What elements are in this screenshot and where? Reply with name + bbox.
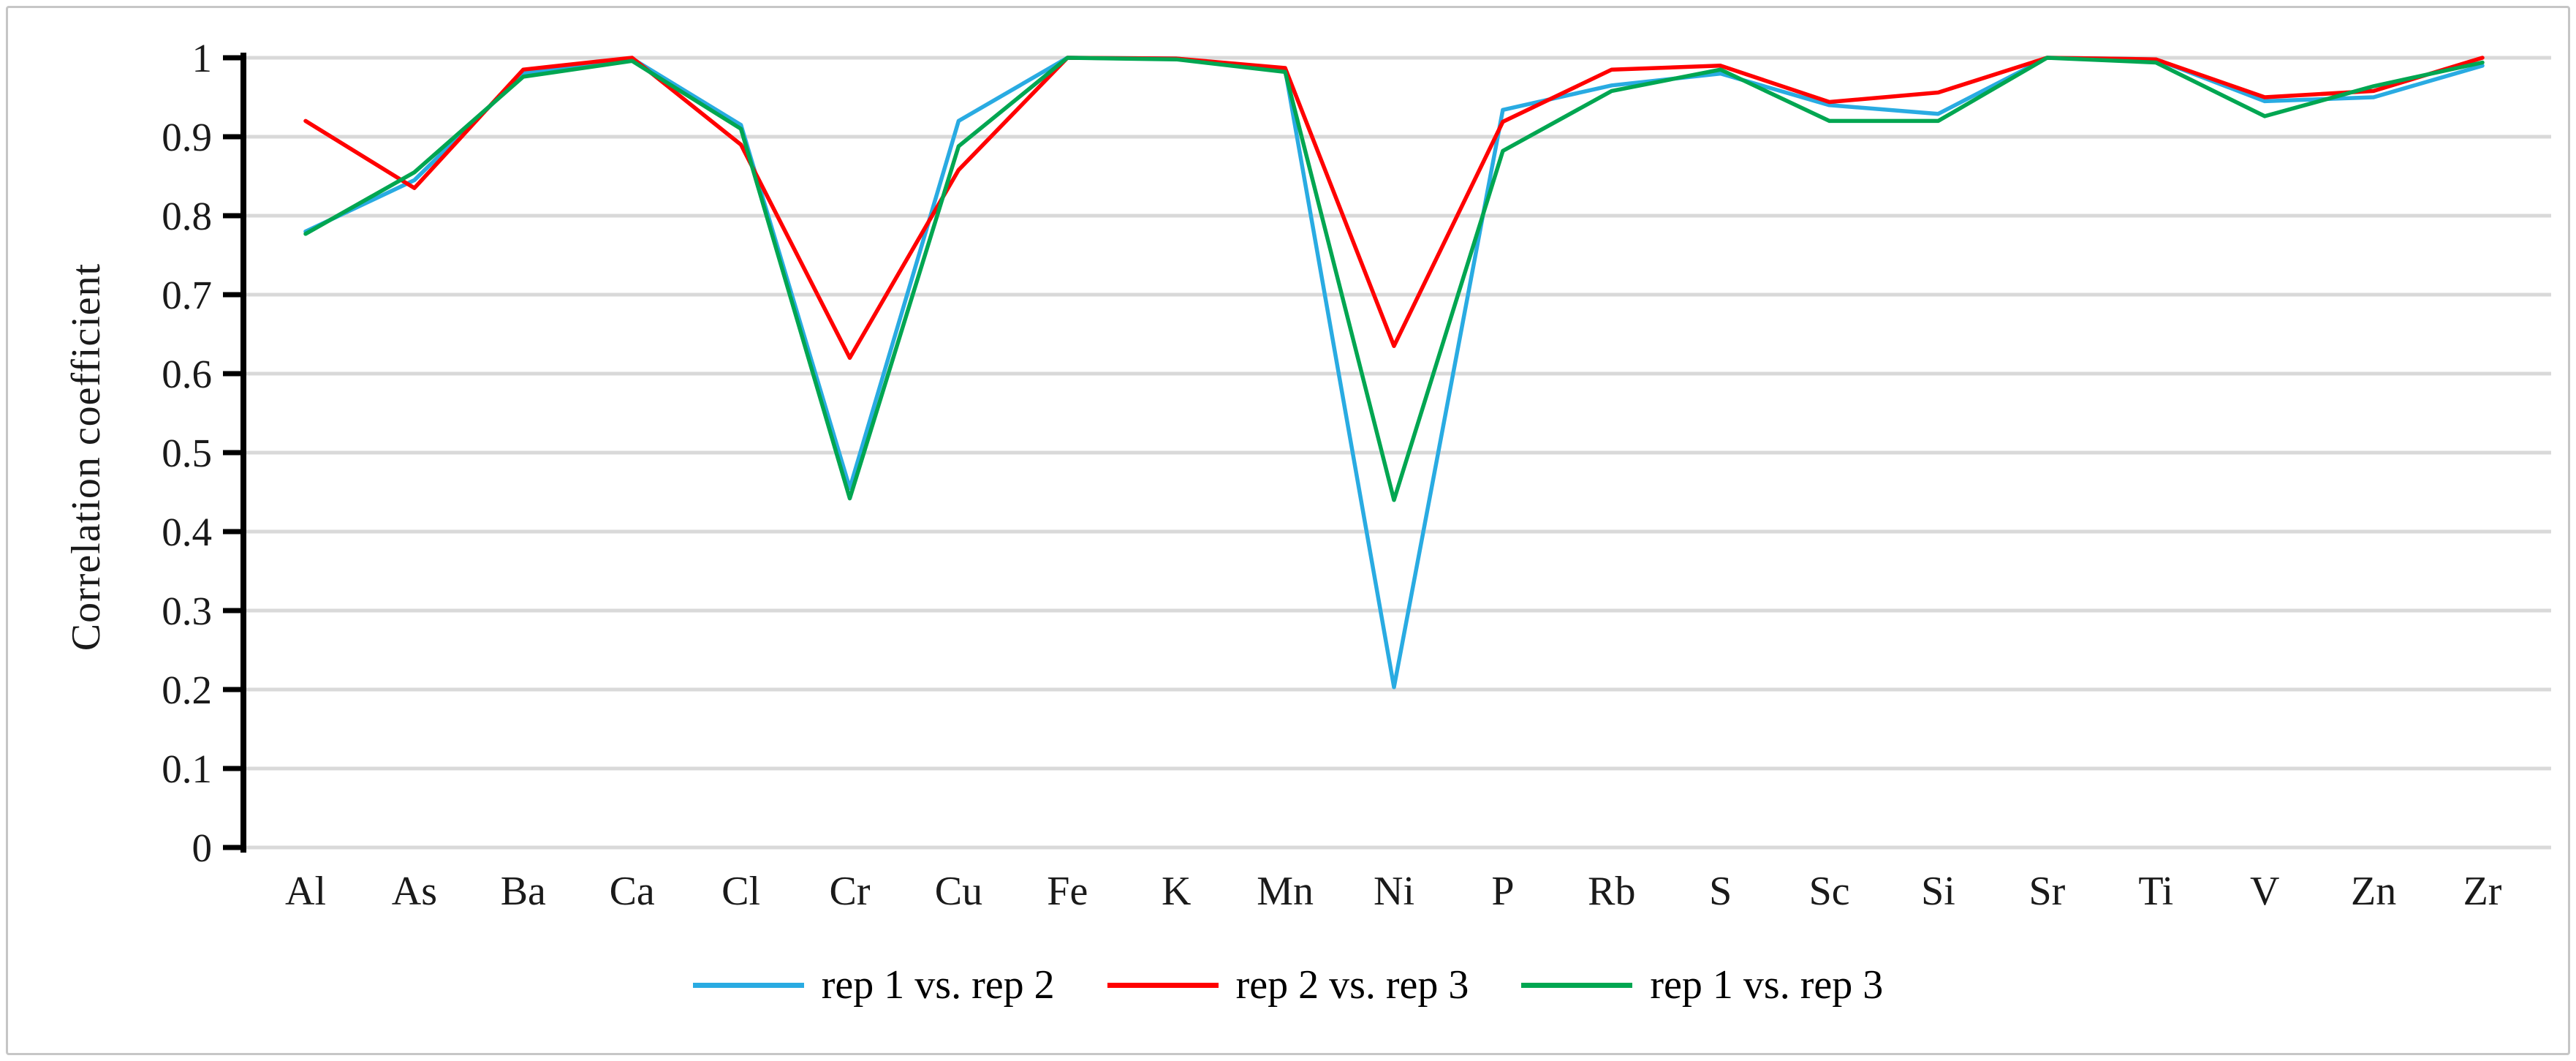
x-tick-label: Ni <box>1374 869 1414 914</box>
y-tick-label: 0.2 <box>162 668 212 712</box>
y-tick-label: 0.4 <box>162 510 212 554</box>
x-tick-label: Cu <box>935 869 982 914</box>
y-tick-label: 0.1 <box>162 747 212 791</box>
y-tick <box>223 766 243 771</box>
x-tick-label: S <box>1709 869 1732 914</box>
y-tick-label: 0.3 <box>162 589 212 633</box>
y-tick-label: 0.5 <box>162 431 212 475</box>
y-gridline <box>246 766 2551 771</box>
y-axis-line <box>240 53 246 853</box>
y-gridline <box>246 450 2551 455</box>
y-tick-label: 0 <box>192 826 213 870</box>
y-tick <box>223 529 243 535</box>
x-tick-label: Ba <box>501 869 546 914</box>
legend-line-swatch <box>1521 982 1633 988</box>
y-tick <box>223 292 243 298</box>
y-tick-label: 1 <box>192 36 213 80</box>
x-tick-label: Zr <box>2463 869 2502 914</box>
legend-item-rep-2-vs-rep-3: rep 2 vs. rep 3 <box>1107 962 1469 1008</box>
legend-item-rep-1-vs-rep-2: rep 1 vs. rep 2 <box>692 962 1055 1008</box>
series-line-rep-2-vs-rep-3 <box>303 56 2485 360</box>
x-tick-label: Zn <box>2351 869 2396 914</box>
x-tick-label: Rb <box>1588 869 1635 914</box>
y-tick <box>223 608 243 613</box>
x-tick-label: Mn <box>1257 869 1314 914</box>
x-tick-label: Ti <box>2138 869 2173 914</box>
x-tick-label: Cr <box>830 869 871 914</box>
y-gridline <box>246 292 2551 297</box>
x-tick-label: Fe <box>1047 869 1088 914</box>
y-tick <box>223 450 243 456</box>
x-tick-label: K <box>1162 869 1191 914</box>
y-tick <box>223 55 243 61</box>
x-tick-label: As <box>392 869 437 914</box>
y-tick <box>223 845 243 850</box>
y-tick-label: 0.6 <box>162 352 212 396</box>
y-gridline <box>246 687 2551 692</box>
x-tick-label: P <box>1491 869 1514 914</box>
legend-line-swatch <box>692 982 804 988</box>
x-tick-label: Sr <box>2029 869 2066 914</box>
y-tick-label: 0.9 <box>162 115 212 159</box>
y-axis-title: Correlation coefficient <box>64 263 109 652</box>
y-tick-label: 0.8 <box>162 194 212 238</box>
y-gridline <box>246 371 2551 376</box>
legend-label: rep 1 vs. rep 2 <box>821 962 1055 1008</box>
legend-label: rep 2 vs. rep 3 <box>1235 962 1469 1008</box>
x-tick-label: V <box>2250 869 2279 914</box>
legend-label: rep 1 vs. rep 3 <box>1650 962 1884 1008</box>
series-line-rep-1-vs-rep-3 <box>303 56 2485 502</box>
y-gridline <box>246 135 2551 139</box>
x-tick-label: Al <box>285 869 326 914</box>
legend-line-swatch <box>1107 982 1219 988</box>
y-gridline <box>246 529 2551 534</box>
y-gridline <box>246 608 2551 613</box>
y-gridline <box>246 845 2551 850</box>
y-tick <box>223 134 243 140</box>
x-tick-label: Sc <box>1809 869 1850 914</box>
x-tick-label: Cl <box>721 869 760 914</box>
chart-legend: rep 1 vs. rep 2 rep 2 vs. rep 3 rep 1 vs. … <box>0 962 2576 1008</box>
y-tick <box>223 371 243 377</box>
legend-item-rep-1-vs-rep-3: rep 1 vs. rep 3 <box>1521 962 1883 1008</box>
x-tick-label: Si <box>1921 869 1955 914</box>
y-tick <box>223 687 243 692</box>
y-tick <box>223 213 243 219</box>
y-gridline <box>246 214 2551 218</box>
y-gridline <box>246 56 2551 60</box>
x-tick-label: Ca <box>610 869 655 914</box>
y-tick-label: 0.7 <box>162 273 212 317</box>
